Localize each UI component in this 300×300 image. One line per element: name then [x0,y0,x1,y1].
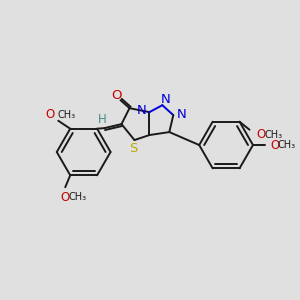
Text: CH₃: CH₃ [57,110,75,120]
Text: H: H [98,112,107,126]
Text: N: N [160,93,170,106]
Text: O: O [257,128,266,141]
Text: CH₃: CH₃ [278,140,296,150]
Text: CH₃: CH₃ [264,130,283,140]
Text: CH₃: CH₃ [68,192,86,202]
Text: O: O [61,191,70,204]
Text: N: N [176,108,186,121]
Text: N: N [136,104,146,117]
Text: S: S [129,142,138,154]
Text: O: O [111,89,122,102]
Text: O: O [270,139,280,152]
Text: O: O [46,108,55,121]
